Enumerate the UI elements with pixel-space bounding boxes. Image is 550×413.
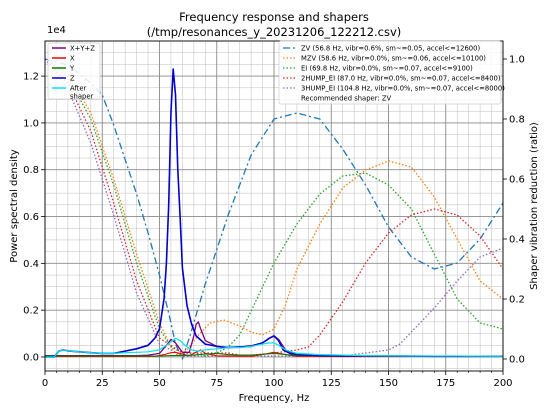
x-tick-label: 0 — [42, 378, 48, 389]
psd-legend-label: shaper — [70, 93, 94, 101]
y2-tick-label: 0.2 — [509, 295, 525, 306]
y-tick-label: 0.0 — [23, 352, 39, 363]
y-tick-label: 0.8 — [23, 165, 39, 176]
series-line-ei — [45, 58, 503, 357]
psd-legend-label: Y — [69, 65, 75, 73]
y2-tick-label: 0.6 — [509, 175, 525, 186]
x-tick-label: 50 — [153, 378, 166, 389]
y2-axis-ticks: 0.0 0.2 0.4 0.6 0.8 1.0 — [503, 55, 525, 366]
y-axis-ticks: 0.0 0.2 0.4 0.6 0.8 1.0 1.2 — [23, 72, 45, 363]
y-axis-label: Power spectral density — [9, 149, 20, 262]
y-tick-label: 0.6 — [23, 212, 39, 223]
y2-tick-label: 0.4 — [509, 235, 525, 246]
psd-legend-box — [47, 42, 101, 100]
series-line-after-shaper — [45, 337, 503, 358]
x-tick-label: 150 — [379, 378, 398, 389]
shaper-legend: ZV (56.8 Hz, vibr=0.6%, sm~=0.05, accel<… — [278, 40, 505, 105]
y2-tick-label: 1.0 — [509, 55, 525, 66]
x-tick-label: 75 — [210, 378, 223, 389]
x-axis-label: Frequency, Hz — [239, 393, 310, 404]
x-tick-label: 200 — [493, 378, 512, 389]
shaper-legend-label: 3HUMP_EI (104.8 Hz, vibr=0.0%, sm~=0.07,… — [301, 85, 505, 93]
y2-axis-label: Shaper vibration reduction (ratio) — [529, 122, 540, 290]
shaper-legend-label: MZV (58.6 Hz, vibr=0.0%, sm~=0.06, accel… — [301, 55, 486, 63]
psd-legend-label: Z — [70, 75, 75, 83]
y-tick-label: 1.2 — [23, 72, 39, 83]
y-offset-text: 1e4 — [47, 25, 66, 36]
series-line-mzv — [45, 58, 503, 357]
y2-tick-label: 0.0 — [509, 355, 525, 366]
shaper-legend-label: ZV (56.8 Hz, vibr=0.6%, sm~=0.05, accel<… — [301, 45, 480, 53]
x-tick-label: 175 — [436, 378, 455, 389]
psd-legend-label: After — [70, 85, 87, 93]
series-layer — [45, 58, 503, 360]
x-axis-ticks: 0 25 50 75 100 125 150 175 200 — [42, 371, 513, 389]
x-tick-label: 25 — [96, 378, 109, 389]
y-tick-label: 0.2 — [23, 306, 39, 317]
series-line-x-y-z — [45, 321, 503, 357]
chart-subtitle: (/tmp/resonances_y_20231206_122212.csv) — [147, 25, 402, 39]
psd-legend-label: X+Y+Z — [70, 45, 95, 53]
y2-tick-label: 0.8 — [509, 115, 525, 126]
x-tick-label: 125 — [322, 378, 341, 389]
series-line-zv — [45, 58, 503, 360]
y-tick-label: 1.0 — [23, 118, 39, 129]
x-tick-label: 100 — [264, 378, 283, 389]
chart-title: Frequency response and shapers — [179, 10, 369, 24]
series-line-3hump-ei — [45, 58, 503, 357]
psd-legend-label: X — [70, 55, 75, 63]
recommended-shaper-text: Recommended shaper: ZV — [301, 95, 391, 103]
shaper-legend-label: EI (69.8 Hz, vibr=0.0%, sm~=0.07, accel<… — [301, 65, 473, 73]
y-tick-label: 0.4 — [23, 259, 39, 270]
shaper-legend-label: 2HUMP_EI (87.0 Hz, vibr=0.0%, sm~=0.07, … — [301, 75, 501, 83]
shaper-legend-box — [278, 40, 502, 105]
